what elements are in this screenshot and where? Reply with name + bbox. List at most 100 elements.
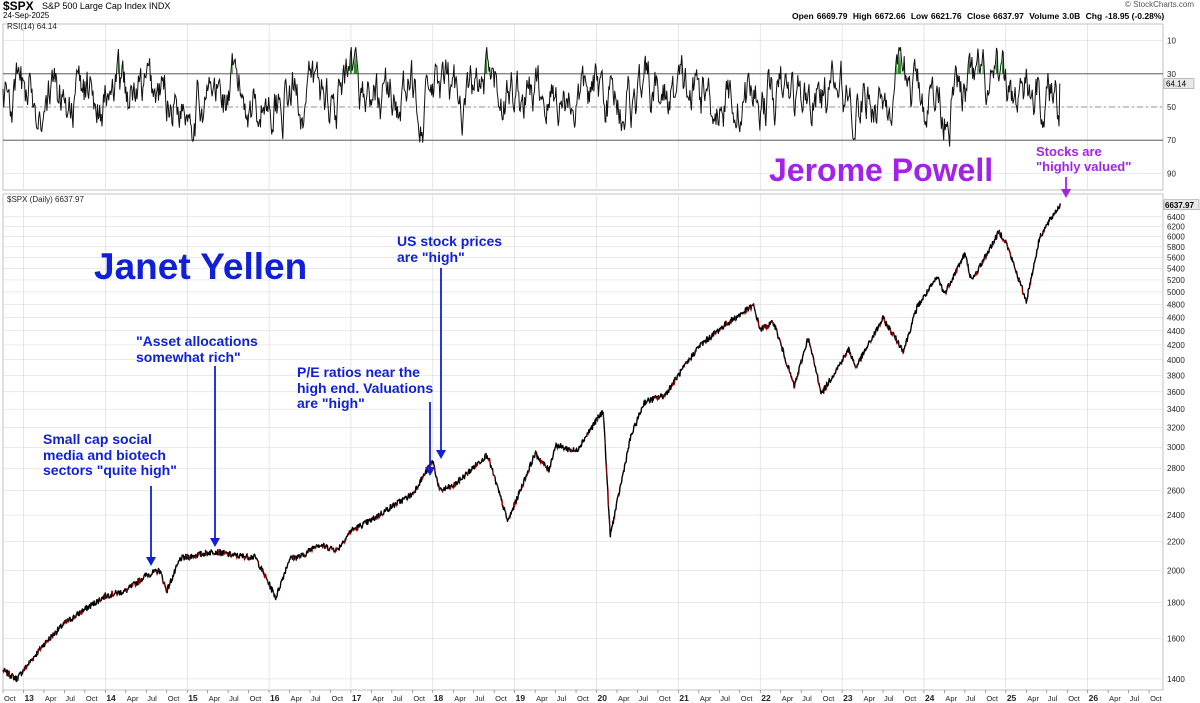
time-tick-label: Apr (372, 694, 384, 703)
price-tick-label: 2000 (1167, 567, 1185, 576)
rsi-tick-label: 90 (1167, 169, 1176, 178)
time-tick-label: Apr (127, 694, 139, 703)
time-tick-label: Apr (864, 694, 876, 703)
price-axis-ticks: 1400 1600 1800 2000 2200 2400 2600 2800 3000 3200… (1167, 213, 1185, 684)
price-value-tag (1163, 199, 1200, 211)
time-tick-label: Apr (618, 694, 630, 703)
time-tick-label: 24 (925, 693, 935, 703)
time-tick-label: Oct (659, 694, 672, 703)
price-grid (2, 193, 1164, 691)
price-tick-label: 3000 (1167, 443, 1185, 452)
time-tick-label: Apr (454, 694, 466, 703)
quote-open-label: Open (792, 11, 814, 21)
quote-summary: Open 6669.79 High 6672.66 Low 6621.76 Close… (792, 11, 1167, 21)
time-tick-label: 19 (516, 693, 526, 703)
quote-close-value: 6637.97 (993, 11, 1024, 21)
time-tick-label: Apr (1027, 694, 1039, 703)
price-tick-label: 4600 (1167, 313, 1185, 322)
time-tick-label: Jul (147, 694, 157, 703)
rsi-tick-label: 10 (1167, 37, 1176, 46)
time-tick-label: Jul (720, 694, 730, 703)
current-value-tags: 64.14 6637.97 (1163, 78, 1200, 211)
rsi-tick-label: 30 (1167, 70, 1176, 79)
time-tick-label: 17 (352, 693, 362, 703)
price-tick-label: 3800 (1167, 371, 1185, 380)
time-tick-label: Apr (536, 694, 548, 703)
price-tick-label: 4400 (1167, 327, 1185, 336)
price-down-bars (3, 230, 1045, 682)
annotation-line: P/E ratios near the (297, 364, 420, 380)
time-tick-label: Jul (393, 694, 403, 703)
price-tick-label: 4000 (1167, 356, 1185, 365)
rsi-tick-label: 70 (1167, 136, 1176, 145)
time-tick-label: Jul (229, 694, 239, 703)
price-tick-label: 4200 (1167, 341, 1185, 350)
quote-volume-label: Volume (1029, 11, 1060, 21)
annotation-pe-ratios: P/E ratios near the high end. Valuations… (297, 364, 434, 412)
rsi-value-tag (1163, 78, 1195, 89)
price-tick-label: 5400 (1167, 265, 1185, 274)
annotation-line: sectors "quite high" (43, 462, 177, 479)
time-tick-label: Oct (495, 694, 508, 703)
price-tick-label: 3600 (1167, 388, 1185, 397)
time-tick-label: Oct (4, 694, 17, 703)
time-tick-label: Oct (168, 694, 181, 703)
price-tick-label: 6200 (1167, 223, 1185, 232)
time-tick-label: Apr (45, 694, 57, 703)
arrow-highly-valued-head (1061, 189, 1071, 198)
time-tick-label: Jul (65, 694, 75, 703)
annotation-line: "Asset allocations (136, 333, 258, 349)
time-tick-label: Jul (802, 694, 812, 703)
time-tick-label: Jul (557, 694, 567, 703)
rsi-line (2, 47, 1061, 147)
time-tick-label: Apr (291, 694, 303, 703)
quote-low-value: 6621.76 (930, 11, 962, 21)
price-tick-label: 2200 (1167, 538, 1185, 547)
price-tick-label: 3400 (1167, 405, 1185, 414)
time-tick-label: Oct (250, 694, 263, 703)
arrow-us-stock-prices-head (436, 450, 446, 459)
arrow-small-cap-head (146, 557, 156, 566)
annotation-line: Small cap social (43, 431, 152, 447)
time-tick-label: Jul (966, 694, 976, 703)
price-tick-label: 5000 (1167, 288, 1185, 297)
time-tick-label: Apr (782, 694, 794, 703)
price-tick-label: 5200 (1167, 276, 1185, 285)
ticker-symbol: $SPX (3, 0, 34, 13)
time-tick-label: 26 (1089, 693, 1099, 703)
price-tick-label: 6400 (1167, 213, 1185, 222)
price-tick-label: 1600 (1167, 634, 1185, 643)
rsi-axis-ticks: 90 70 50 30 10 (1167, 37, 1176, 179)
annotation-line: media and biotech (43, 446, 166, 463)
price-tick-label: 2400 (1167, 511, 1185, 520)
time-tick-label: 15 (188, 693, 198, 703)
time-tick-label: Jul (1130, 694, 1140, 703)
time-tick-label: 22 (761, 693, 771, 703)
price-tick-label: 2600 (1167, 487, 1185, 496)
time-tick-label: Jul (884, 694, 894, 703)
time-tick-label: Oct (823, 694, 836, 703)
annotation-line: high end. Valuations (297, 379, 434, 396)
chart-date: 24-Sep-2025 (3, 11, 50, 20)
time-tick-label: Oct (331, 694, 344, 703)
time-tick-label: Apr (945, 694, 957, 703)
quote-volume-value: 3.0B (1062, 11, 1081, 21)
time-tick-label: Jul (311, 694, 321, 703)
quote-change-label: Chg (1085, 11, 1103, 21)
rsi-value-tag-text: 64.14 (1166, 80, 1187, 89)
quote-change-value: -18.95 (-0.28%) (1105, 11, 1165, 21)
quote-low-label: Low (910, 11, 928, 21)
time-tick-label: Apr (700, 694, 712, 703)
annotation-line: are "high" (397, 248, 465, 265)
price-tick-label: 5800 (1167, 243, 1185, 252)
quote-high-value: 6672.66 (874, 11, 906, 21)
annotation-us-stock-prices: US stock prices are "high" (397, 233, 502, 265)
quote-open-value: 6669.79 (816, 11, 848, 21)
yellen-title: Janet Yellen (94, 246, 308, 287)
chart-header: $SPX S&P 500 Large Cap Index INDX 24-Sep… (0, 0, 1200, 22)
annotation-asset-allocations: "Asset allocations somewhat rich" (136, 333, 258, 365)
time-axis-ticks: Oct 13 Apr Jul Oct 14 Apr Jul Oct 15 Apr Jul Oct 16 Ap… (2, 690, 1163, 703)
price-panel-frame (2, 193, 1164, 691)
annotation-line: somewhat rich" (136, 348, 241, 365)
